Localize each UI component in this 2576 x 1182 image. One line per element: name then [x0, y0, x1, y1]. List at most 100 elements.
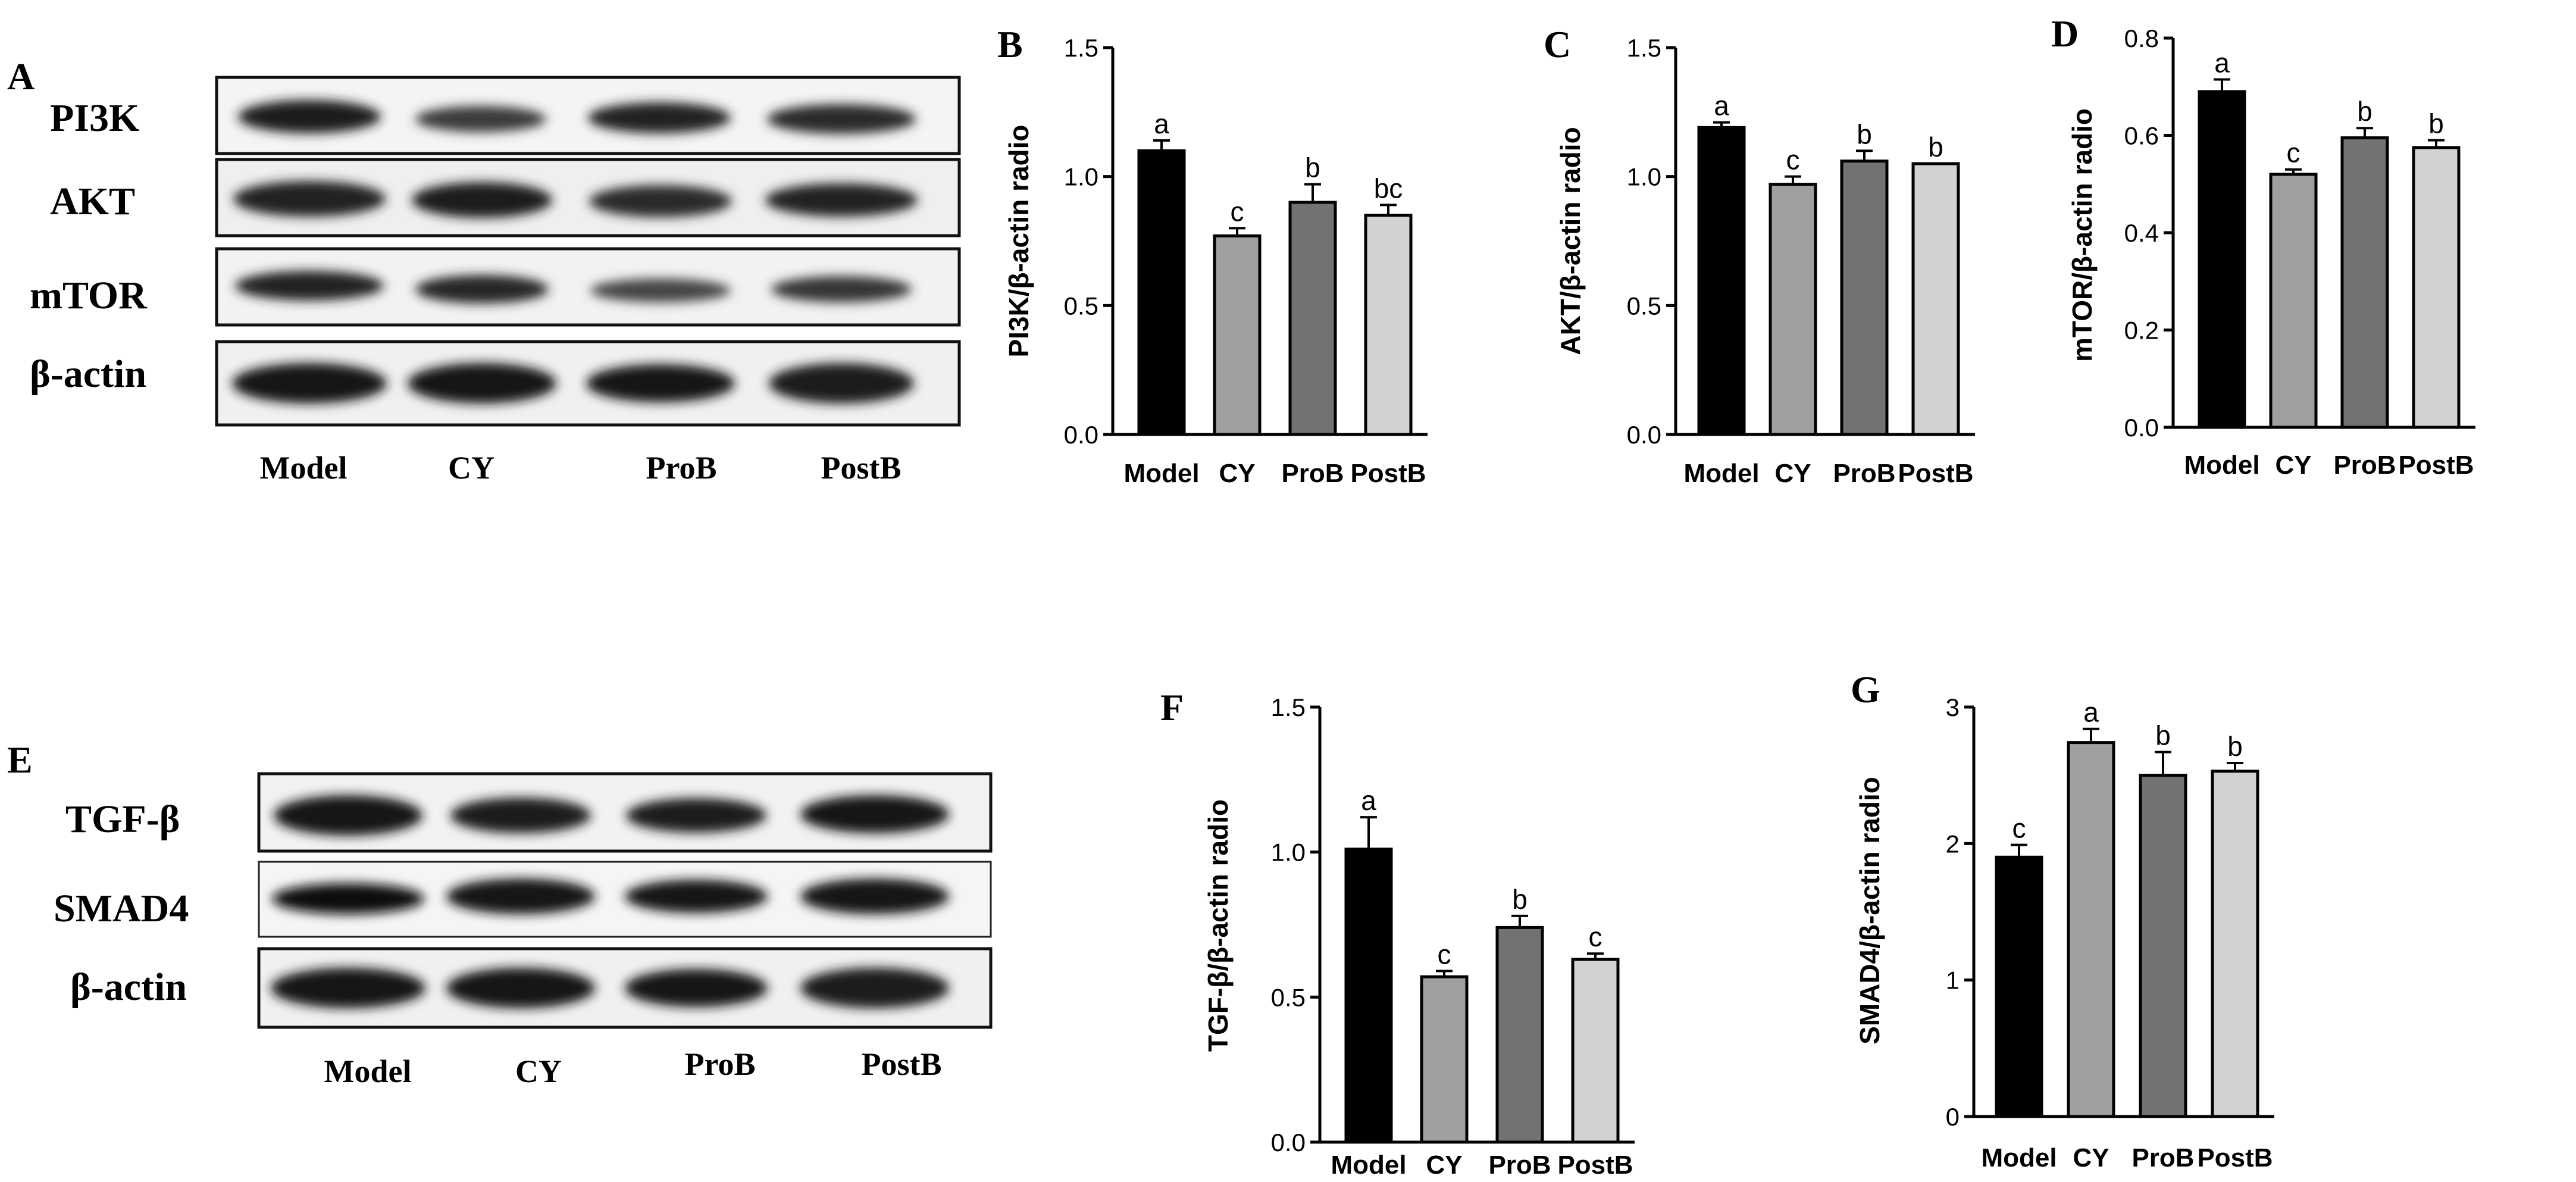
blot-strip-beta-actin-e: [257, 947, 993, 1029]
x-tick-label-c-postb: PostB: [1898, 459, 1973, 488]
significance-letter-d-prob: b: [2357, 96, 2372, 127]
lane-label-cy-e: CY: [515, 1053, 562, 1089]
x-tick-label-f-model: Model: [1331, 1150, 1406, 1180]
chart-panel-f: F TGF-β/β-actin radio 0.0 0.5 1.0 1.5 a Model c C…: [1160, 686, 1635, 1180]
x-tick-label-b-postb: PostB: [1350, 459, 1426, 488]
panel-label-b: B: [997, 23, 1023, 65]
significance-letter-b-model: a: [1154, 108, 1169, 139]
panel-label-d: D: [2051, 12, 2079, 55]
bar-g-prob: [2139, 774, 2187, 1118]
y-tick-label-d: 0.6: [2124, 122, 2159, 150]
y-tick-label-c: 1.0: [1627, 163, 1661, 191]
protein-label-beta-actin-e: β-actin: [70, 965, 187, 1009]
lane-label-cy: CY: [448, 450, 494, 486]
bar-g-model: [1995, 855, 2043, 1118]
protein-label-mtor: mTOR: [30, 274, 148, 317]
y-axis-label-c: AKT/β-actin radio: [1555, 127, 1586, 355]
bar-f-cy: [1420, 975, 1469, 1144]
x-tick-label-c-prob: ProB: [1833, 459, 1895, 488]
significance-letter-d-cy: c: [2287, 137, 2300, 168]
significance-letter-g-model: c: [2012, 813, 2026, 844]
protein-label-tgf-beta: TGF-β: [65, 798, 180, 841]
significance-letter-b-postb: bc: [1374, 173, 1403, 204]
y-tick-label-d: 0.4: [2124, 219, 2159, 247]
bar-c-model: [1697, 126, 1746, 436]
blot-strip-tgf-beta: [257, 772, 993, 853]
bar-g-postb: [2211, 770, 2259, 1118]
y-tick-label-d: 0.0: [2124, 414, 2159, 442]
significance-letter-g-cy: a: [2083, 697, 2099, 728]
x-tick-label-d-prob: ProB: [2333, 451, 2396, 480]
x-tick-label-g-model: Model: [1981, 1143, 2057, 1172]
panel-label-g: G: [1851, 668, 1880, 711]
lane-label-model-e: Model: [324, 1053, 412, 1089]
x-tick-label-d-cy: CY: [2275, 451, 2311, 480]
significance-letter-d-model: a: [2214, 47, 2230, 78]
y-tick-label-f: 0.0: [1271, 1128, 1306, 1156]
bar-c-postb: [1911, 162, 1960, 436]
protein-label-beta-actin: β-actin: [30, 352, 146, 396]
bar-b-cy: [1213, 234, 1262, 436]
chart-panel-c: C AKT/β-actin radio 0.0 0.5 1.0 1.5 a Model c CY b…: [1544, 23, 1975, 488]
panel-label-a: A: [7, 55, 35, 98]
blot-panel-a: A PI3K AKT mTOR β-actin: [7, 55, 961, 486]
significance-letter-b-cy: c: [1231, 196, 1244, 227]
x-tick-label-b-model: Model: [1123, 459, 1199, 488]
lane-label-postb: PostB: [821, 450, 902, 486]
y-tick-label-b: 1.0: [1064, 163, 1098, 191]
bar-b-prob: [1288, 201, 1337, 436]
y-tick-label-f: 0.5: [1271, 983, 1306, 1011]
bar-d-postb: [2412, 146, 2461, 429]
blot-strip-smad4: [258, 861, 992, 938]
y-tick-label-g: 0: [1946, 1103, 1960, 1131]
panel-label-c: C: [1544, 23, 1571, 65]
blot-strip-mtor: [215, 247, 961, 327]
blot-strip-beta-actin: [215, 340, 961, 427]
x-tick-label-c-model: Model: [1683, 459, 1759, 488]
y-axis-label-d: mTOR/β-actin radio: [2067, 108, 2098, 362]
y-tick-label-c: 0.0: [1627, 421, 1661, 449]
y-tick-label-b: 0.5: [1064, 292, 1098, 320]
significance-letter-c-postb: b: [1928, 132, 1943, 162]
significance-letter-f-cy: c: [1438, 939, 1451, 970]
x-tick-label-c-cy: CY: [1774, 459, 1811, 488]
x-tick-label-f-prob: ProB: [1488, 1150, 1551, 1180]
y-tick-label-g: 2: [1946, 830, 1960, 858]
bar-c-prob: [1840, 160, 1889, 436]
y-tick-label-d: 0.2: [2124, 317, 2159, 345]
x-tick-label-f-postb: PostB: [1557, 1150, 1633, 1180]
panel-label-e: E: [7, 739, 33, 781]
bar-b-model: [1137, 149, 1186, 436]
bar-d-model: [2198, 90, 2246, 429]
x-tick-label-d-model: Model: [2184, 451, 2259, 480]
y-axis-label-g: SMAD4/β-actin radio: [1854, 777, 1885, 1045]
significance-letter-f-postb: c: [1589, 921, 1602, 952]
significance-letter-g-prob: b: [2155, 720, 2171, 751]
bar-d-prob: [2340, 136, 2389, 429]
bar-f-prob: [1495, 925, 1544, 1144]
y-axis-label-b: PI3K/β-actin radio: [1003, 124, 1034, 357]
lane-label-prob: ProB: [646, 450, 717, 486]
bar-b-postb: [1364, 214, 1413, 436]
protein-label-akt: AKT: [50, 180, 135, 223]
significance-letter-f-prob: b: [1512, 884, 1528, 915]
x-tick-label-g-postb: PostB: [2197, 1143, 2273, 1172]
significance-letter-c-prob: b: [1857, 118, 1872, 149]
bar-f-model: [1344, 848, 1393, 1144]
panel-label-f: F: [1160, 686, 1184, 728]
blot-strip-pi3k: [215, 76, 961, 155]
lane-label-postb-e: PostB: [862, 1046, 942, 1082]
x-tick-label-d-postb: PostB: [2398, 451, 2474, 480]
lane-label-model: Model: [260, 450, 348, 486]
y-tick-label-f: 1.5: [1271, 693, 1306, 721]
y-tick-label-d: 0.8: [2124, 24, 2159, 52]
chart-panel-b: B PI3K/β-actin radio 0.0 0.5 1.0 1.5 a Model c CY…: [997, 23, 1428, 488]
significance-letter-c-cy: c: [1786, 145, 1800, 176]
y-tick-label-f: 1.0: [1271, 839, 1306, 867]
bar-f-postb: [1571, 958, 1620, 1144]
significance-letter-b-prob: b: [1305, 152, 1320, 183]
blot-strip-akt: [215, 158, 961, 237]
x-tick-label-b-prob: ProB: [1281, 459, 1344, 488]
protein-label-pi3k: PI3K: [50, 96, 139, 140]
